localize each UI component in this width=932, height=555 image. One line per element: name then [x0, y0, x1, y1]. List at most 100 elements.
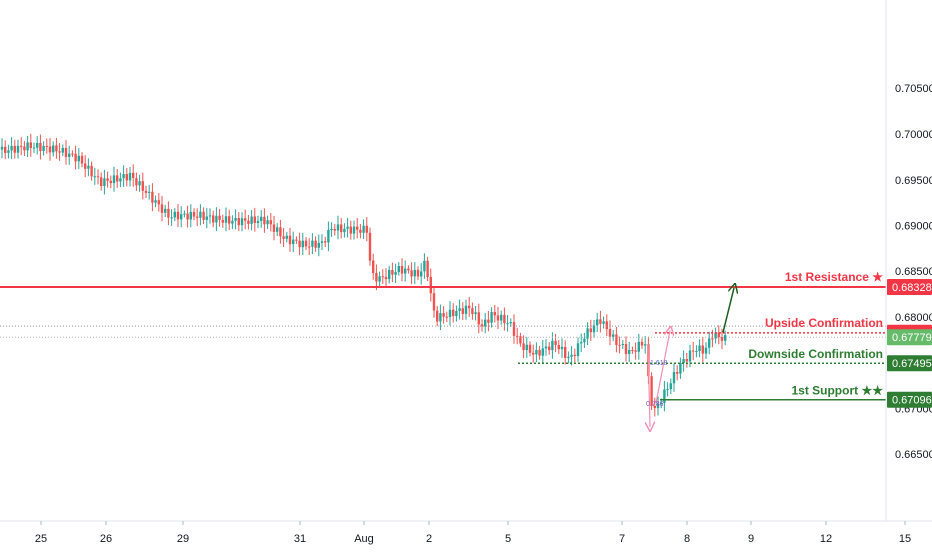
- candle: [525, 336, 528, 358]
- x-tick-label: 25: [35, 533, 47, 545]
- candle: [186, 205, 189, 228]
- candle: [503, 307, 506, 331]
- candle: [365, 217, 368, 242]
- candle: [624, 336, 628, 362]
- resistance-price-tag: 0.68328: [887, 279, 932, 295]
- candle: [212, 210, 215, 228]
- x-tick-label: 31: [294, 533, 306, 545]
- candle: [445, 311, 448, 322]
- fib-label-1: 1.618: [650, 360, 668, 367]
- candle: [45, 138, 48, 154]
- candle: [663, 381, 666, 412]
- y-tick-label: 0.68000: [895, 312, 932, 324]
- downside-confirmation-price-tag: 0.67495: [887, 355, 932, 372]
- candle: [170, 209, 173, 226]
- candle: [698, 339, 701, 358]
- candle: [148, 184, 151, 200]
- x-tick-label: 7: [619, 533, 625, 545]
- candle: [237, 212, 240, 232]
- candle: [666, 382, 669, 397]
- candle: [266, 215, 269, 229]
- x-tick-label: 29: [177, 533, 189, 545]
- candle: [631, 346, 634, 354]
- measure-arrow-up: [655, 331, 670, 404]
- candle: [304, 237, 308, 251]
- candle: [471, 302, 474, 320]
- candle: [506, 314, 509, 332]
- x-tick-label: 2: [426, 533, 432, 545]
- candle: [29, 133, 32, 157]
- x-tick-label: 26: [100, 533, 112, 545]
- candle: [282, 228, 285, 247]
- x-tick-label: 8: [684, 533, 690, 545]
- candle: [317, 234, 320, 257]
- candle: [580, 333, 583, 353]
- candle: [468, 297, 471, 317]
- candle: [244, 209, 247, 230]
- candle: [167, 201, 170, 226]
- x-tick-label: 15: [899, 533, 911, 545]
- candle: [135, 172, 138, 191]
- candle: [228, 209, 231, 230]
- candle: [394, 263, 397, 283]
- resistance-label: 1st Resistance ★: [785, 270, 883, 284]
- candle: [253, 207, 256, 232]
- candle: [0, 138, 4, 159]
- candle: [404, 260, 407, 282]
- candle: [442, 306, 445, 324]
- candle: [48, 138, 52, 161]
- candle: [426, 256, 429, 282]
- candle: [679, 357, 682, 379]
- candle: [484, 312, 487, 334]
- candle: [589, 319, 592, 341]
- candle: [487, 311, 490, 332]
- levels: 1st Resistance ★ Upside Confirmation Downs…: [0, 270, 886, 401]
- candle: [311, 233, 314, 255]
- candle: [372, 253, 375, 280]
- candle: [544, 339, 548, 356]
- candle: [26, 135, 29, 157]
- candle: [116, 169, 119, 188]
- candle: [548, 342, 551, 355]
- candle: [154, 195, 157, 208]
- candle: [656, 396, 660, 416]
- candle: [480, 319, 484, 332]
- candle: [576, 337, 580, 362]
- current-price-price-tag: 0.67779: [887, 329, 932, 346]
- candle: [596, 312, 599, 332]
- candle: [263, 208, 266, 233]
- candle: [644, 336, 647, 354]
- candle: [4, 140, 7, 160]
- candle: [340, 217, 343, 239]
- candle: [80, 152, 84, 168]
- downside-confirmation-label: Downside Confirmation: [748, 347, 883, 361]
- candle: [128, 166, 132, 187]
- candle: [535, 342, 538, 363]
- candle: [208, 208, 212, 224]
- candle: [391, 262, 394, 283]
- candle: [10, 137, 13, 160]
- time-axis[interactable]: 25 26 29 31 Aug 2 5 7 8 9 12 15: [35, 521, 911, 545]
- candle: [509, 318, 512, 327]
- candle: [240, 212, 244, 232]
- candle: [583, 333, 586, 348]
- candle: [100, 172, 103, 191]
- candle: [551, 332, 554, 359]
- candle: [512, 314, 516, 344]
- candle: [279, 219, 282, 244]
- candle: [96, 169, 100, 185]
- candle: [64, 140, 68, 165]
- candle: [724, 330, 727, 346]
- candle: [640, 338, 644, 349]
- candle: [330, 222, 333, 237]
- candle: [269, 213, 272, 232]
- candle: [285, 231, 288, 243]
- candle: [84, 155, 87, 178]
- candle: [400, 258, 404, 282]
- candle: [410, 262, 413, 285]
- candle: [164, 204, 167, 217]
- candle: [628, 341, 631, 362]
- candle: [32, 142, 36, 154]
- x-tick-label: 9: [748, 533, 754, 545]
- candle: [605, 314, 608, 337]
